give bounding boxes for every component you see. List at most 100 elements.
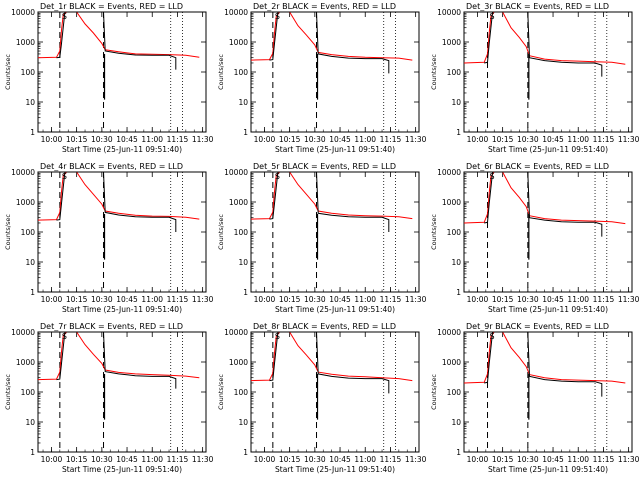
chart-panel-2: 1 10 100 1000 10000 10:00 10:15 10:30 10:45 11:00…	[217, 2, 427, 154]
chart-panel-6: 1 10 100 1000 10000 10:00 10:15 10:30 10:45 11:00…	[430, 162, 640, 314]
x-tick-label: 11:15	[380, 295, 402, 304]
events-series-line	[269, 332, 390, 394]
y-tick-label: 10000	[224, 8, 248, 17]
x-tick-label: 11:15	[380, 135, 402, 144]
y-axis-label: Counts/sec	[4, 374, 12, 410]
y-tick-label: 1000	[16, 38, 35, 47]
x-tick-label: 11:30	[405, 455, 427, 464]
chart-panel-3: 1 10 100 1000 10000 10:00 10:15 10:30 10:45 11:00…	[430, 2, 640, 154]
x-tick-label: 11:00	[141, 455, 163, 464]
y-tick-label: 10	[451, 98, 461, 107]
x-tick-label: 10:30	[517, 135, 539, 144]
lld-series-line	[251, 172, 413, 220]
x-tick-label: 10:00	[41, 295, 63, 304]
y-axis-label: Counts/sec	[217, 374, 225, 410]
x-tick-label: 11:15	[593, 455, 615, 464]
y-tick-label: 1000	[16, 358, 35, 367]
y-tick-label: 1000	[16, 198, 35, 207]
x-tick-label: 11:00	[567, 295, 589, 304]
chart-title: Det_8r BLACK = Events, RED = LLD	[253, 322, 396, 331]
y-tick-label: 10	[238, 98, 248, 107]
y-tick-label: 100	[21, 68, 36, 77]
y-tick-label: 100	[447, 388, 462, 397]
x-tick-label: 10:45	[542, 135, 564, 144]
x-tick-label: 10:30	[517, 455, 539, 464]
y-tick-label: 1	[243, 448, 248, 457]
x-tick-label: 10:45	[329, 135, 351, 144]
chart-panel-4: 1 10 100 1000 10000 10:00 10:15 10:30 10:45 11:00…	[4, 162, 214, 314]
y-axis-label: Counts/sec	[217, 54, 225, 90]
x-tick-label: 11:30	[405, 135, 427, 144]
x-tick-label: 10:15	[492, 295, 514, 304]
y-tick-label: 100	[234, 388, 249, 397]
marker-label-s: S	[275, 332, 280, 341]
x-tick-label: 10:15	[66, 455, 88, 464]
x-tick-label: 11:00	[567, 135, 589, 144]
y-axis-label: Counts/sec	[430, 54, 438, 90]
x-tick-label: 10:30	[304, 455, 326, 464]
x-tick-label: 10:45	[116, 455, 138, 464]
y-tick-label: 10	[238, 258, 248, 267]
x-tick-label: 10:00	[254, 295, 276, 304]
x-axis-label: Start Time (25-Jun-11 09:51:40)	[275, 465, 395, 474]
x-tick-label: 11:30	[618, 295, 640, 304]
events-series-line	[56, 172, 177, 232]
events-series-line	[56, 12, 177, 70]
x-tick-label: 10:15	[66, 295, 88, 304]
y-tick-label: 10	[451, 418, 461, 427]
x-tick-label: 10:15	[279, 295, 301, 304]
y-tick-label: 100	[21, 388, 36, 397]
y-axis-label: Counts/sec	[217, 214, 225, 250]
y-tick-label: 1	[243, 288, 248, 297]
x-axis-label: Start Time (25-Jun-11 09:51:40)	[62, 145, 182, 154]
x-tick-label: 10:45	[542, 295, 564, 304]
chart-title: Det_4r BLACK = Events, RED = LLD	[40, 162, 183, 171]
y-tick-label: 1000	[229, 358, 248, 367]
y-tick-label: 100	[234, 68, 249, 77]
y-tick-label: 10000	[437, 328, 461, 337]
x-tick-label: 11:15	[380, 455, 402, 464]
marker-label-s: S	[490, 332, 495, 341]
x-tick-label: 10:00	[467, 455, 489, 464]
y-axis-label: Counts/sec	[4, 214, 12, 250]
y-tick-label: 1	[30, 128, 35, 137]
lld-series-line	[38, 332, 200, 381]
x-tick-label: 11:30	[192, 295, 214, 304]
marker-label-s: S	[490, 172, 495, 181]
x-tick-label: 11:00	[354, 455, 376, 464]
marker-label-s: S	[62, 332, 67, 341]
y-tick-label: 10000	[224, 328, 248, 337]
y-axis-label: Counts/sec	[430, 214, 438, 250]
events-series-line	[484, 332, 603, 397]
x-tick-label: 11:30	[405, 295, 427, 304]
y-tick-label: 10000	[11, 8, 35, 17]
chart-panel-1: 1 10 100 1000 10000 10:00 10:15 10:30 10:45 11:00…	[4, 2, 214, 154]
x-tick-label: 10:30	[91, 295, 113, 304]
y-tick-label: 10	[25, 418, 35, 427]
x-tick-label: 11:00	[354, 135, 376, 144]
chart-title: Det_7r BLACK = Events, RED = LLD	[40, 322, 183, 331]
chart-panel-5: 1 10 100 1000 10000 10:00 10:15 10:30 10:45 11:00…	[217, 162, 427, 314]
y-tick-label: 10000	[437, 8, 461, 17]
x-tick-label: 10:00	[254, 135, 276, 144]
y-tick-label: 1000	[442, 358, 461, 367]
x-tick-label: 10:00	[41, 455, 63, 464]
x-tick-label: 10:15	[279, 135, 301, 144]
events-series-line	[484, 12, 603, 77]
x-tick-label: 11:00	[141, 135, 163, 144]
x-tick-label: 11:15	[167, 455, 189, 464]
y-tick-label: 1	[243, 128, 248, 137]
marker-label-s: S	[275, 12, 280, 21]
x-tick-label: 10:15	[66, 135, 88, 144]
lld-series-line	[464, 12, 626, 65]
x-tick-label: 10:45	[329, 295, 351, 304]
x-tick-label: 10:15	[492, 455, 514, 464]
x-axis-label: Start Time (25-Jun-11 09:51:40)	[488, 305, 608, 314]
y-tick-label: 100	[234, 228, 249, 237]
x-tick-label: 10:30	[517, 295, 539, 304]
y-tick-label: 100	[447, 228, 462, 237]
x-tick-label: 11:30	[618, 455, 640, 464]
chart-panel-7: 1 10 100 1000 10000 10:00 10:15 10:30 10:45 11:00…	[4, 322, 214, 474]
y-tick-label: 10000	[437, 168, 461, 177]
